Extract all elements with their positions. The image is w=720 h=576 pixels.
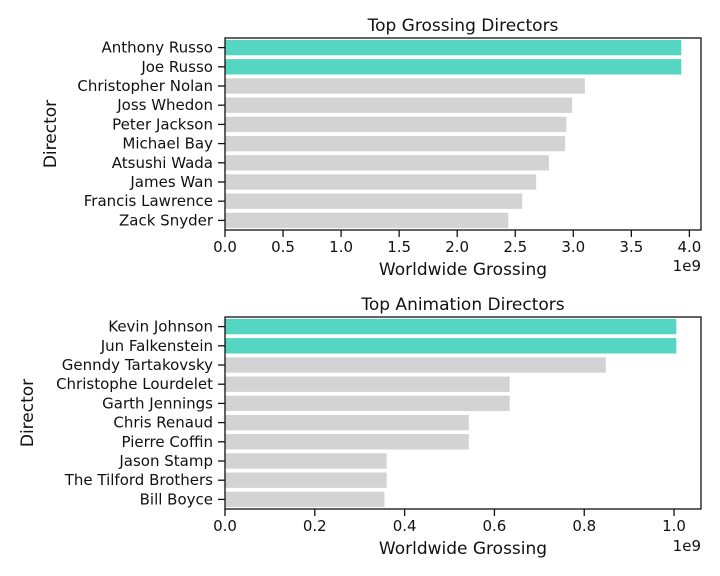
- y-axis-label: Director: [18, 379, 38, 447]
- x-tick-label: 0.4: [393, 517, 417, 535]
- animation-bar-9: [225, 491, 385, 508]
- grossing-bar-7: [225, 174, 537, 190]
- y-tick-label: Zack Snyder: [119, 211, 214, 229]
- y-tick-label: Atsushi Wada: [112, 154, 213, 172]
- x-tick-label: 0.5: [271, 238, 295, 256]
- plot-frame: [224, 37, 702, 231]
- x-tick-label: 0.0: [213, 517, 237, 535]
- y-tick-label: Joss Whedon: [116, 96, 213, 114]
- y-tick-label: Christopher Nolan: [77, 77, 213, 95]
- y-tick-label: The Tilford Brothers: [64, 471, 213, 489]
- animation-bar-2: [225, 357, 606, 373]
- animation-bar-0: [225, 318, 677, 335]
- animation-bar-5: [225, 414, 469, 431]
- y-tick-label: Peter Jackson: [112, 115, 213, 133]
- y-tick-label: Joe Russo: [140, 58, 213, 76]
- animation-bar-6: [225, 434, 469, 450]
- animation-bar-1: [225, 338, 677, 354]
- x-tick-label: 1.0: [662, 517, 686, 535]
- x-axis-label: Worldwide Grossing: [379, 260, 547, 280]
- y-tick-label: Kevin Johnson: [108, 318, 213, 336]
- x-tick-label: 0.6: [483, 517, 507, 535]
- y-tick-label: Francis Lawrence: [84, 192, 213, 210]
- x-offset-label: 1e9: [673, 257, 701, 275]
- y-tick-label: Jun Falkenstein: [100, 337, 213, 355]
- animation-bar-7: [225, 453, 387, 469]
- grossing-bar-8: [225, 193, 523, 209]
- grossing-bar-0: [225, 39, 682, 56]
- y-tick-label: Genndy Tartakovsky: [62, 356, 213, 374]
- y-tick-label: Garth Jennings: [102, 394, 213, 412]
- grossing-bar-6: [225, 155, 549, 171]
- x-axis-label: Worldwide Grossing: [379, 539, 547, 559]
- x-tick-label: 2.0: [445, 238, 469, 256]
- chart-title: Top Grossing Directors: [367, 16, 559, 36]
- x-tick-label: 0.0: [213, 238, 237, 256]
- plot-frame: [224, 316, 702, 510]
- y-tick-label: Bill Boyce: [140, 490, 213, 508]
- y-tick-label: James Wan: [129, 173, 213, 191]
- x-tick-label: 3.5: [619, 238, 643, 256]
- y-tick-label: Jason Stamp: [118, 452, 213, 470]
- grossing-bar-4: [225, 116, 567, 133]
- x-tick-label: 0.8: [572, 517, 596, 535]
- y-tick-label: Anthony Russo: [101, 39, 213, 57]
- grossing-bar-5: [225, 135, 566, 152]
- y-tick-label: Pierre Coffin: [121, 433, 213, 451]
- y-tick-label: Michael Bay: [122, 135, 213, 153]
- grossing-bar-1: [225, 59, 682, 75]
- animation-bar-3: [225, 376, 510, 392]
- chart-title: Top Animation Directors: [360, 295, 564, 315]
- grossing-bar-9: [225, 212, 509, 229]
- x-tick-label: 4.0: [677, 238, 701, 256]
- x-tick-label: 2.5: [503, 238, 527, 256]
- grossing-bar-2: [225, 78, 585, 94]
- x-tick-label: 0.2: [303, 517, 327, 535]
- y-axis-label: Director: [41, 100, 61, 168]
- grossing-bar-3: [225, 97, 573, 113]
- animation-directors-chart: Top Animation Directors Kevin JohnsonJun …: [18, 295, 702, 559]
- x-offset-label: 1e9: [673, 537, 701, 555]
- y-tick-label: Christophe Lourdelet: [56, 375, 213, 393]
- animation-bar-4: [225, 395, 510, 412]
- x-tick-label: 1.0: [329, 238, 353, 256]
- x-tick-label: 3.0: [561, 238, 585, 256]
- y-tick-label: Chris Renaud: [113, 414, 213, 432]
- x-tick-label: 1.5: [387, 238, 411, 256]
- animation-bar-8: [225, 472, 387, 488]
